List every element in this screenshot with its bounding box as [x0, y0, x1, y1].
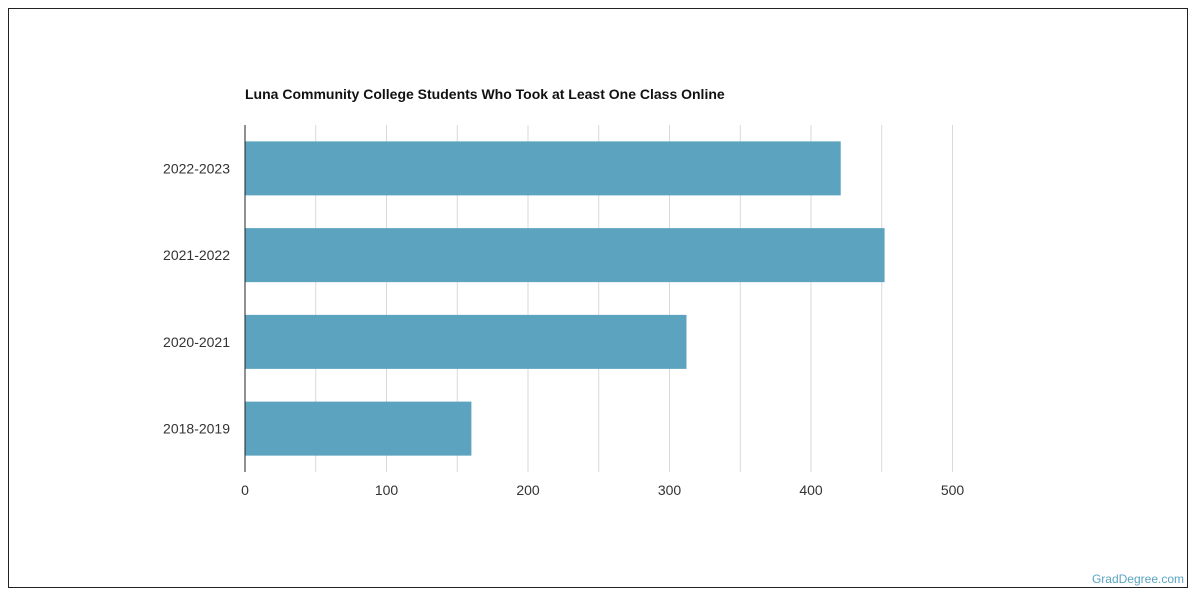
labels: 2022-2023 2021-2022 2020-2021 2018-2019 0 100… [163, 160, 964, 498]
bar-2018-2019[interactable] [245, 401, 472, 456]
bar-2021-2022[interactable] [245, 228, 885, 283]
x-tick-label-500: 500 [941, 482, 965, 498]
bar-2022-2023[interactable] [245, 141, 841, 196]
x-tick-label-100: 100 [375, 482, 399, 498]
category-label-2022-2023: 2022-2023 [163, 160, 230, 176]
x-tick-label-200: 200 [516, 482, 540, 498]
chart-frame [8, 8, 1188, 588]
source-watermark[interactable]: GradDegree.com [1091, 572, 1184, 586]
category-label-2020-2021: 2020-2021 [163, 334, 230, 350]
category-label-2021-2022: 2021-2022 [163, 247, 230, 263]
x-tick-label-300: 300 [658, 482, 682, 498]
category-label-2018-2019: 2018-2019 [163, 421, 230, 437]
bar-2020-2021[interactable] [245, 314, 687, 369]
chart-title: Luna Community College Students Who Took… [245, 86, 725, 102]
x-tick-label-400: 400 [799, 482, 823, 498]
x-tick-label-0: 0 [241, 482, 249, 498]
bars [245, 141, 885, 456]
